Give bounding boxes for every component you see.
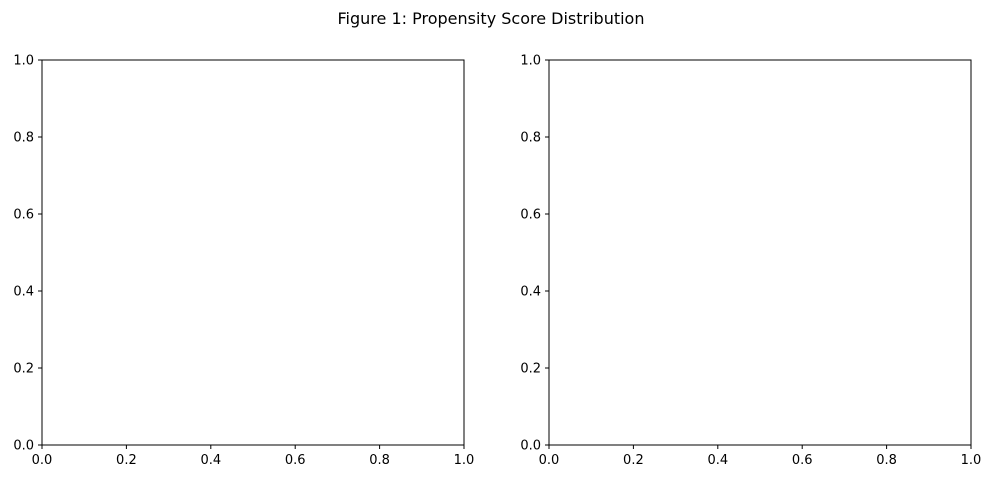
left-x-tick-label: 0.8 [369, 453, 390, 468]
left-x-tick-label: 1.0 [454, 453, 475, 468]
figure-title: Figure 1: Propensity Score Distribution [338, 9, 645, 28]
left-y-tick-label: 0.8 [13, 131, 34, 146]
left-y-tick-label: 0.0 [13, 439, 34, 454]
right-x-tick-label: 0.0 [539, 453, 560, 468]
right-x-tick-label: 0.6 [792, 453, 813, 468]
left-x-tick-label: 0.0 [32, 453, 53, 468]
right-axes-frame [548, 59, 972, 446]
right-y-tick-label: 0.4 [520, 285, 541, 300]
right-y-tick-label: 1.0 [520, 54, 541, 69]
right-y-tick-label: 0.8 [520, 131, 541, 146]
right-axes: 0.0 0.2 0.4 0.6 0.8 1.0 0.0 0.2 0.4 0.6 0.8 1.0 [520, 54, 981, 469]
right-y-tick-label: 0.0 [520, 439, 541, 454]
right-y-tick-label: 0.2 [520, 362, 541, 377]
left-axes-frame [41, 59, 465, 446]
left-x-tick-label: 0.4 [200, 453, 221, 468]
left-y-tick-label: 0.4 [13, 285, 34, 300]
left-y-tick-label: 1.0 [13, 54, 34, 69]
left-axes: 0.0 0.2 0.4 0.6 0.8 1.0 0.0 0.2 0.4 0.6 0.8 1.0 [13, 54, 474, 469]
left-x-tick-label: 0.6 [285, 453, 306, 468]
right-x-tick-label: 0.4 [707, 453, 728, 468]
right-x-tick-label: 0.8 [876, 453, 897, 468]
left-y-tick-label: 0.6 [13, 208, 34, 223]
left-x-tick-label: 0.2 [116, 453, 137, 468]
right-x-tick-label: 1.0 [961, 453, 982, 468]
right-y-tick-label: 0.6 [520, 208, 541, 223]
left-y-tick-label: 0.2 [13, 362, 34, 377]
right-x-tick-label: 0.2 [623, 453, 644, 468]
